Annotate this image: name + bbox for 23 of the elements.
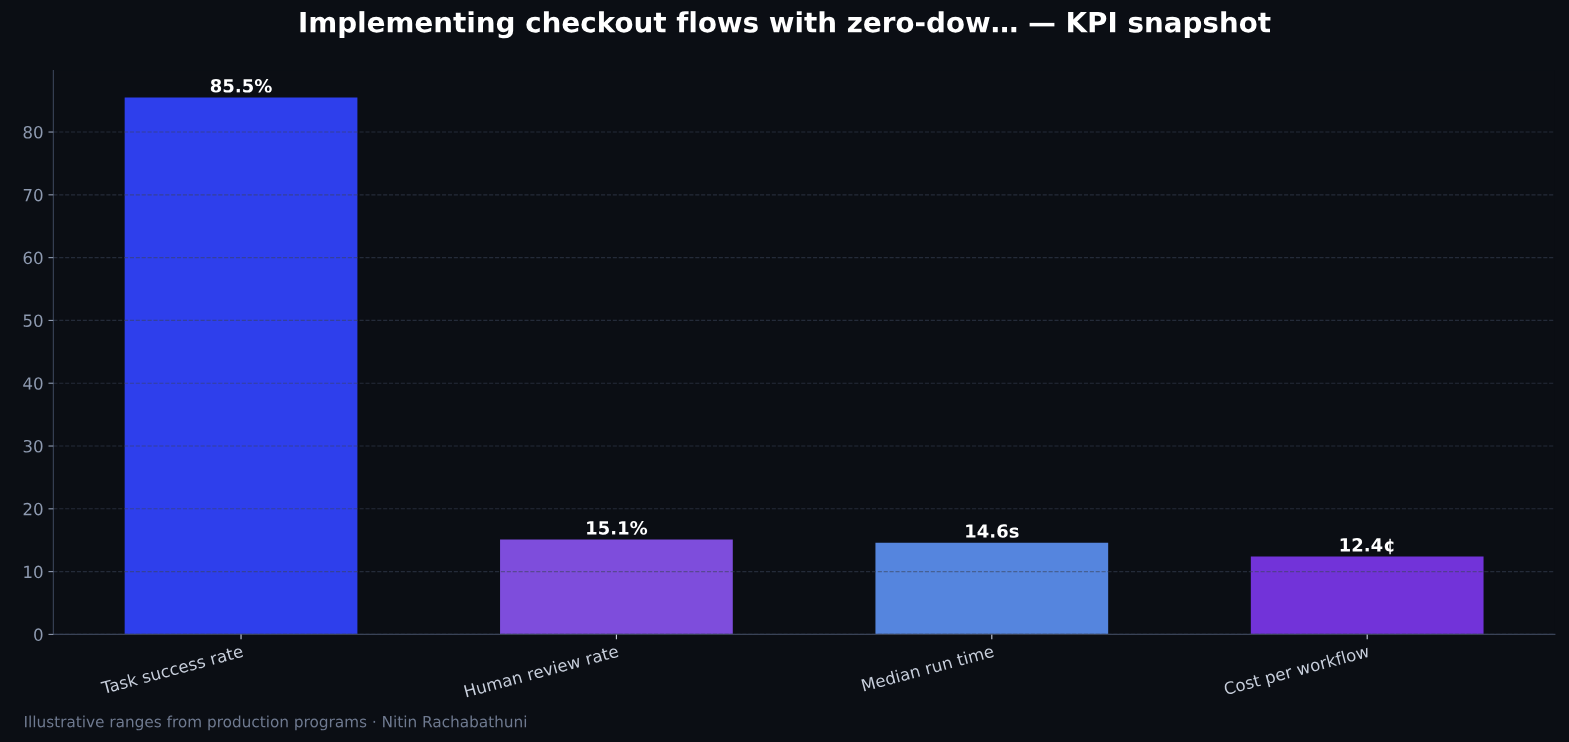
y-tick-label: 70 xyxy=(23,188,43,202)
chart-title: Implementing checkout flows with zero-dow… — KPI snapshot xyxy=(300,11,1271,39)
y-tick-label: 80 xyxy=(23,125,43,139)
y-tick-label: 50 xyxy=(23,314,43,327)
x-tick-label: Human review rate xyxy=(463,644,619,698)
bar xyxy=(124,97,358,635)
x-tick-label: Task success rate xyxy=(100,644,244,695)
y-tick-label: 40 xyxy=(23,377,43,390)
data-label: 14.6s xyxy=(966,524,1019,538)
y-tick-label: 0 xyxy=(34,628,43,641)
y-tick-label: 30 xyxy=(23,439,43,453)
data-label: 15.1% xyxy=(587,521,648,535)
data-label: 85.5% xyxy=(210,78,272,93)
text: Illustrative ranges from production programs · Nitin Rachabathuni xyxy=(25,715,527,731)
bar xyxy=(1250,556,1484,635)
x-tick-label: Median run time xyxy=(861,644,995,692)
x-tick-label: Cost per workflow xyxy=(1223,644,1371,699)
y-tick-label: 20 xyxy=(23,502,43,516)
y-tick-label: 60 xyxy=(23,251,43,265)
data-label: 12.4¢ xyxy=(1340,538,1394,555)
bar xyxy=(500,539,733,635)
y-tick-label: 10 xyxy=(24,565,43,579)
bar xyxy=(875,542,1109,635)
